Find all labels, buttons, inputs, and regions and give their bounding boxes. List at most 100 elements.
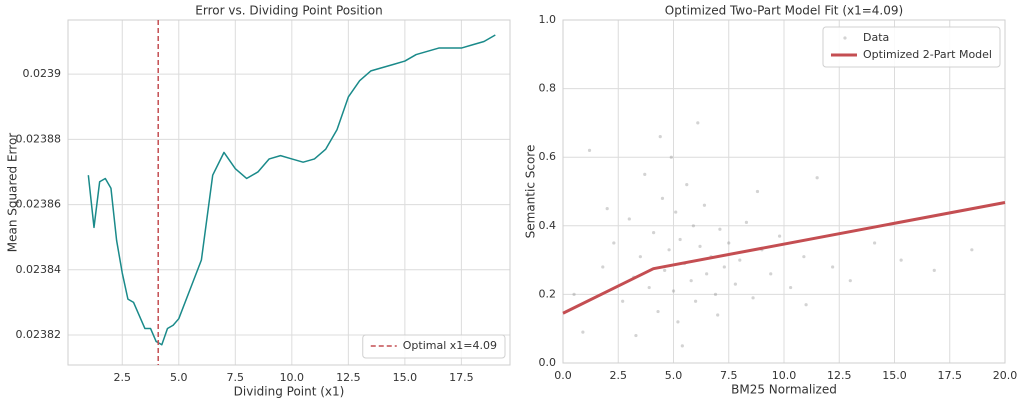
scatter-point (669, 155, 673, 159)
scatter-point (694, 299, 698, 303)
y-tick-label: 0.02386 (16, 198, 62, 211)
scatter-point (702, 203, 707, 207)
y-tick-label: 0.4 (539, 219, 557, 232)
scatter-point (804, 303, 808, 307)
scatter-point (676, 320, 680, 324)
legend-box (362, 334, 506, 359)
scatter-point (685, 183, 689, 187)
scatter-point (572, 292, 576, 296)
legend-label: Optimal x1=4.09 (403, 339, 497, 352)
y-tick-label: 0.0 (539, 356, 557, 369)
scatter-point (751, 296, 755, 300)
scatter-point (663, 268, 667, 272)
x-tick-label: 5.0 (665, 369, 683, 382)
scatter-point (605, 207, 609, 211)
y-tick-label: 0.0239 (23, 67, 62, 80)
scatter-point (680, 344, 684, 348)
scatter-point (587, 148, 592, 152)
scatter-point (674, 210, 678, 214)
scatter-point (848, 279, 852, 283)
y-tick-label: 0.02384 (16, 263, 62, 276)
scatter-point (656, 309, 660, 314)
scatter-point (970, 248, 974, 252)
scatter-point (647, 285, 651, 290)
plot-frame (562, 19, 1006, 364)
scatter-point (769, 272, 773, 276)
plot-frame (67, 19, 511, 366)
x-tick-label: 17.5 (938, 369, 963, 382)
x-tick-label: 7.5 (227, 371, 245, 384)
data-line (562, 201, 1006, 315)
scatter-point (689, 279, 693, 283)
x-tick-label: 7.5 (720, 369, 738, 382)
scatter-point (660, 196, 665, 200)
x-tick-label: 15.0 (882, 369, 907, 382)
legend-label: Data (863, 31, 889, 44)
scatter-point (678, 237, 682, 242)
scatter-point (789, 285, 793, 290)
scatter-point (621, 299, 625, 303)
x-axis-title: BM25 Normalized (731, 383, 837, 397)
scatter-point (705, 272, 709, 276)
x-tick-label: 12.5 (827, 369, 852, 382)
scatter-point (831, 265, 835, 269)
scatter-point (716, 313, 720, 317)
y-axis-title: Mean Squared Error (6, 133, 20, 253)
scatter-point (667, 248, 671, 252)
x-tick-label: 10.0 (772, 369, 797, 382)
scatter-point (612, 241, 616, 245)
scatter-point (722, 265, 726, 269)
x-axis-title: Dividing Point (x1) (234, 385, 345, 399)
x-tick-label: 2.5 (114, 371, 132, 384)
scatter-point (873, 241, 877, 245)
x-tick-label: 5.0 (170, 371, 188, 384)
scatter-point (698, 244, 702, 248)
subplot: 0.0 2.5 5.0 7.5 10.0 12.5 15.0 17.5 20.0 0.0 0.2 0.… (524, 4, 1018, 397)
x-tick-label: 10.0 (280, 371, 305, 384)
y-tick-label: 0.02382 (16, 328, 62, 341)
scatter-point (815, 176, 819, 180)
scatter-point (652, 231, 656, 235)
x-tick-label: 20.0 (993, 369, 1018, 382)
legend: Optimal x1=4.09 (362, 334, 506, 359)
scatter-point (601, 265, 605, 269)
chart-title: Error vs. Dividing Point Position (195, 4, 382, 18)
legend: Data Optimized 2-Part Model (822, 26, 1001, 68)
scatter-point (932, 268, 936, 272)
scatter-point (691, 224, 695, 228)
x-tick-label: 15.0 (393, 371, 418, 384)
y-tick-label: 0.8 (539, 82, 557, 95)
y-tick-label: 1.0 (539, 13, 557, 26)
legend-swatch (843, 36, 847, 40)
scatter-point (634, 333, 638, 338)
x-tick-label: 0.0 (554, 369, 572, 382)
y-tick-label: 0.02388 (16, 132, 62, 145)
scatter-point (718, 227, 722, 231)
scatter-point (777, 234, 782, 238)
scatter-point (696, 121, 700, 125)
x-tick-label: 12.5 (336, 371, 361, 384)
subplot: 2.5 5.0 7.5 10.0 12.5 15.0 17.5 0.02382 0.02384 0… (6, 4, 511, 399)
y-axis-title: Semantic Score (524, 145, 538, 239)
legend-box (822, 26, 1001, 68)
x-tick-label: 17.5 (449, 371, 474, 384)
scatter-point (643, 172, 647, 176)
scatter-point (627, 217, 631, 221)
scatter-point (744, 220, 749, 224)
scatter-point (733, 282, 737, 286)
scatter-point (713, 292, 718, 296)
scatter-point (755, 189, 760, 194)
y-tick-label: 0.6 (539, 150, 557, 163)
y-tick-label: 0.2 (539, 287, 557, 300)
scatter-point (658, 135, 662, 139)
scatter-point (727, 241, 731, 245)
chart-title: Optimized Two-Part Model Fit (x1=4.09) (665, 4, 903, 18)
scatter-point (899, 258, 903, 262)
scatter-point (671, 289, 676, 293)
legend-label: Optimized 2-Part Model (863, 48, 992, 61)
scatter-point (638, 255, 642, 259)
scatter-point (738, 258, 742, 262)
data-line (87, 34, 496, 346)
scatter-point (581, 330, 585, 334)
